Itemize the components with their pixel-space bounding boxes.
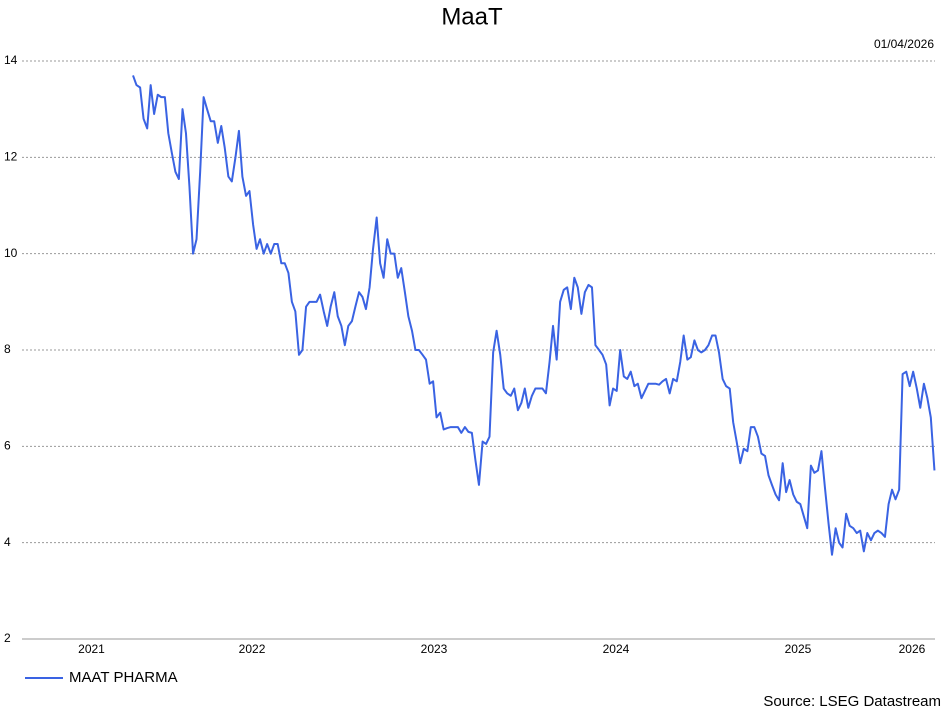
x-tick-label: 2026 [899, 642, 926, 656]
y-tick-label: 14 [4, 53, 18, 67]
y-tick-label: 12 [4, 150, 18, 164]
y-tick-label: 8 [4, 342, 11, 356]
x-tick-label: 2022 [239, 642, 266, 656]
source-label: Source: LSEG Datastream [763, 693, 941, 710]
chart-title: MaaT [441, 3, 503, 30]
x-tick-label: 2021 [78, 642, 105, 656]
y-tick-label: 10 [4, 246, 18, 260]
x-tick-label: 2024 [603, 642, 630, 656]
y-tick-label: 4 [4, 535, 11, 549]
y-tick-label: 2 [4, 631, 11, 645]
y-tick-label: 6 [4, 439, 11, 453]
legend-label: MAAT PHARMA [69, 669, 178, 686]
series-line [132, 75, 936, 556]
x-tick-label: 2023 [421, 642, 448, 656]
x-tick-label: 2025 [785, 642, 812, 656]
date-label: 01/04/2026 [874, 37, 934, 51]
